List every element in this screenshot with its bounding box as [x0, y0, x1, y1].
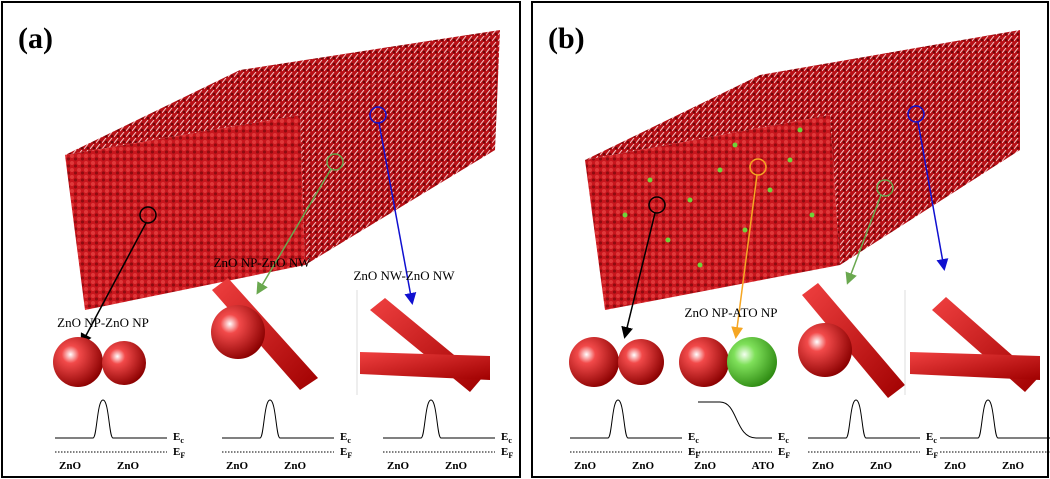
band-label: EF — [340, 446, 352, 460]
nanowire — [910, 352, 1040, 380]
material-label: ZnO — [1002, 460, 1024, 472]
band-label: Ec — [501, 431, 512, 445]
band-label: Ec — [173, 431, 184, 445]
band-symbol: E — [926, 431, 933, 443]
ato-nanoparticle — [727, 337, 777, 387]
material-label: ZnO — [284, 460, 306, 472]
junction-title: ZnO NP-ZnO NP — [57, 315, 149, 330]
conduction-band — [383, 400, 495, 438]
nanoparticle — [569, 337, 619, 387]
conduction-band — [940, 400, 1050, 438]
band-label: Ec — [688, 431, 699, 445]
conduction-band — [55, 400, 167, 438]
panel-a: (a) ZnO NP-ZnO NP ZnO NP-ZnO NW ZnO NW-Z… — [2, 2, 520, 477]
figure: (a) ZnO NP-ZnO NP ZnO NP-ZnO NW ZnO NW-Z… — [0, 0, 1050, 479]
band-symbol: E — [340, 431, 347, 443]
band-subscript: c — [347, 436, 351, 445]
band-symbol: E — [173, 431, 180, 443]
conduction-band — [222, 400, 334, 438]
material-label: ZnO — [574, 460, 596, 472]
panel-label: (b) — [548, 22, 585, 55]
junction-title: ZnO NP-ATO NP — [685, 305, 778, 320]
material-label: ZnO — [387, 460, 409, 472]
band-label: EF — [173, 446, 185, 460]
material-label: ZnO — [944, 460, 966, 472]
conduction-band — [808, 400, 920, 438]
band-label: Ec — [778, 431, 789, 445]
band-subscript: c — [933, 436, 937, 445]
nanoparticle — [102, 341, 146, 385]
nanoparticle — [679, 337, 729, 387]
band-subscript: F — [180, 451, 185, 460]
material-label: ZnO — [117, 460, 139, 472]
conduction-band — [698, 402, 772, 438]
band-label: Ec — [926, 431, 937, 445]
material-label: ZnO — [870, 460, 892, 472]
band-subscript: c — [508, 436, 512, 445]
band-label: EF — [501, 446, 513, 460]
junction-title: ZnO NP-ZnO NW — [214, 255, 311, 270]
band-subscript: F — [347, 451, 352, 460]
material-label: ZnO — [59, 460, 81, 472]
band-symbol: E — [501, 446, 508, 458]
material-label: ZnO — [632, 460, 654, 472]
nanoparticle — [211, 305, 265, 359]
band-symbol: E — [778, 446, 785, 458]
nanoparticle — [798, 323, 852, 377]
material-label: ZnO — [812, 460, 834, 472]
band-subscript: c — [695, 436, 699, 445]
panel-b: (b) ZnO NP-ATO NP — [532, 2, 1048, 477]
nanoparticle — [618, 339, 664, 385]
band-subscript: c — [180, 436, 184, 445]
band-subscript: c — [785, 436, 789, 445]
conduction-band — [570, 400, 682, 438]
band-symbol: E — [778, 431, 785, 443]
material-label: ATO — [752, 460, 775, 472]
nanowire — [360, 352, 490, 380]
band-symbol: E — [926, 446, 933, 458]
band-subscript: F — [933, 451, 938, 460]
band-subscript: F — [785, 451, 790, 460]
material-label: ZnO — [226, 460, 248, 472]
band-symbol: E — [340, 446, 347, 458]
material-label: ZnO — [694, 460, 716, 472]
band-symbol: E — [688, 431, 695, 443]
band-label: EF — [926, 446, 938, 460]
panel-label: (a) — [18, 22, 53, 55]
band-symbol: E — [173, 446, 180, 458]
band-subscript: F — [508, 451, 513, 460]
band-label: EF — [778, 446, 790, 460]
band-label: EF — [688, 446, 700, 460]
band-label: Ec — [340, 431, 351, 445]
nanoparticle — [53, 337, 103, 387]
band-symbol: E — [501, 431, 508, 443]
junction-title: ZnO NW-ZnO NW — [353, 268, 455, 283]
material-label: ZnO — [445, 460, 467, 472]
